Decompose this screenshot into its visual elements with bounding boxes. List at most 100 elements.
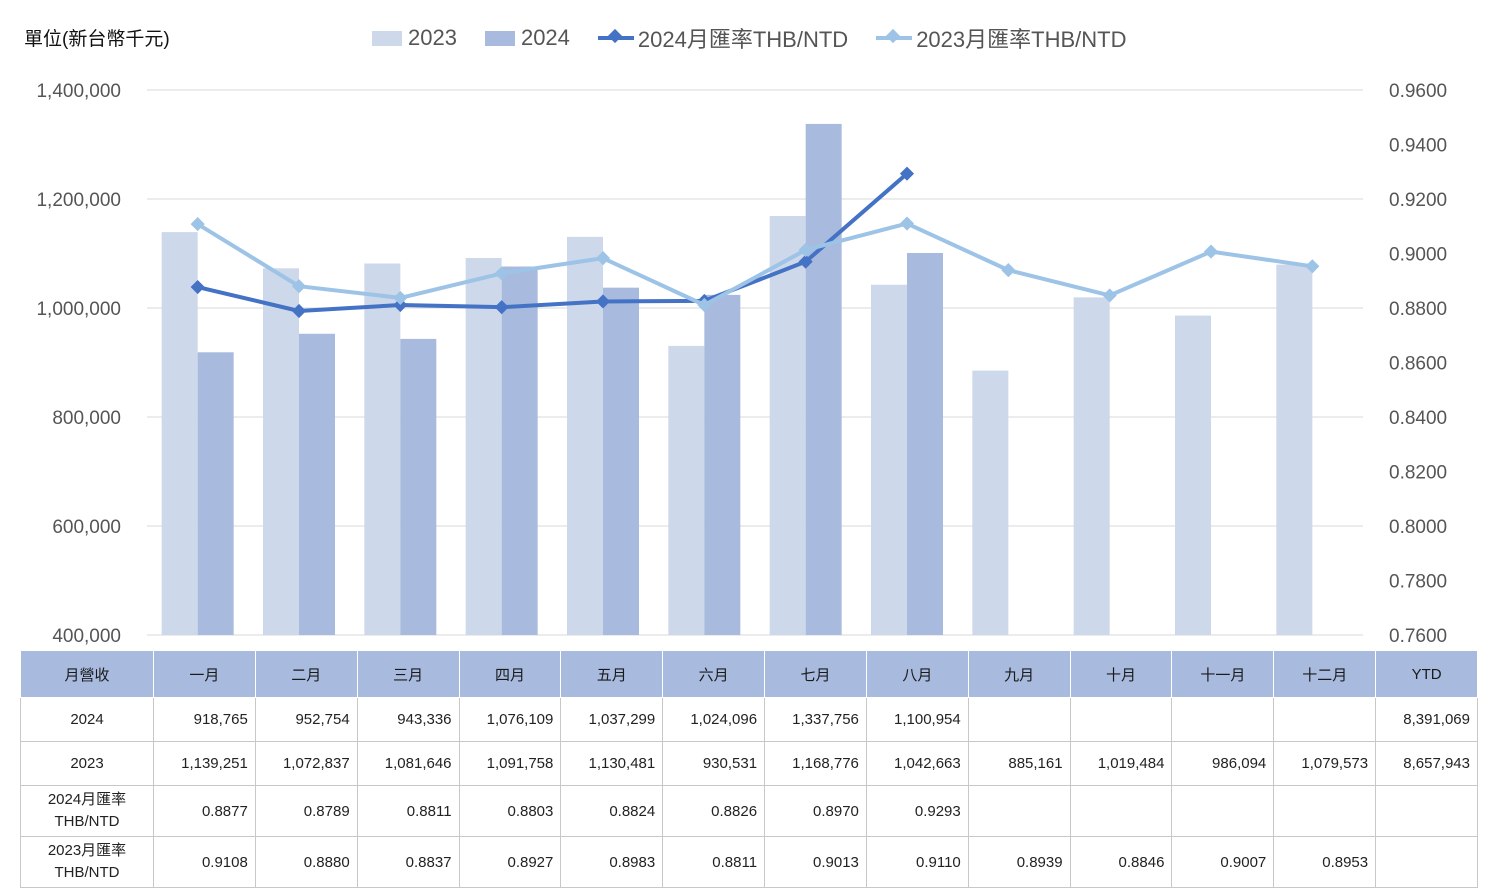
table-column-header: 二月 bbox=[254, 650, 358, 698]
table-cell bbox=[1069, 785, 1173, 837]
table-cell bbox=[1375, 836, 1478, 888]
left-tick-label: 1,400,000 bbox=[36, 81, 121, 102]
line-series-2024 bbox=[197, 172, 909, 313]
table-cell: 943,336 bbox=[356, 697, 460, 742]
chart-legend: 2023 2024 2024月匯率THB/NTD 2023月匯率THB/NTD bbox=[372, 22, 1154, 54]
bar-2023 bbox=[364, 263, 401, 635]
table-row-label: 2024月匯率 THB/NTD bbox=[20, 785, 154, 837]
table-column-header: 九月 bbox=[967, 650, 1071, 698]
table-column-header: 四月 bbox=[458, 650, 562, 698]
table-row: 2024 918,765 952,754 943,336 1,076,109 1,037,… bbox=[20, 697, 1478, 742]
unit-label: 單位(新台幣千元) bbox=[24, 29, 170, 50]
bar-2023 bbox=[668, 345, 705, 635]
table-cell: 1,072,837 bbox=[254, 741, 358, 786]
table-cell: 0.9110 bbox=[865, 836, 969, 888]
table-cell: 1,081,646 bbox=[356, 741, 460, 786]
line-point-2023 bbox=[190, 216, 205, 232]
line-series-2023 bbox=[196, 221, 1313, 308]
right-tick-label: 0.9000 bbox=[1389, 245, 1447, 266]
right-tick-label: 0.8800 bbox=[1389, 299, 1447, 320]
table-cell: 0.8811 bbox=[662, 836, 766, 888]
table-cell: 0.8789 bbox=[254, 785, 358, 837]
right-tick-label: 0.9600 bbox=[1389, 81, 1447, 102]
legend-label-2023: 2023 bbox=[408, 25, 457, 50]
table-row-label: 2023月匯率 THB/NTD bbox=[20, 836, 154, 888]
table-cell bbox=[967, 697, 1071, 742]
left-tick-label: 400,000 bbox=[52, 626, 121, 647]
table-cell: 8,391,069 bbox=[1375, 697, 1478, 742]
line-point-2024 bbox=[190, 279, 205, 295]
right-tick-label: 0.7800 bbox=[1389, 572, 1447, 593]
table-cell: 952,754 bbox=[254, 697, 358, 742]
table-cell: 1,024,096 bbox=[662, 697, 766, 742]
table-cell: 0.8880 bbox=[254, 836, 358, 888]
table-cell: 1,042,663 bbox=[865, 741, 969, 786]
line-point-2024 bbox=[899, 166, 915, 181]
right-tick-label: 0.8200 bbox=[1389, 463, 1447, 484]
table-row: 2023月匯率 THB/NTD 0.9108 0.8880 0.8837 0.8927 0.… bbox=[20, 836, 1478, 888]
table-cell: 0.9108 bbox=[153, 836, 256, 888]
bar-2024 bbox=[299, 333, 335, 635]
table-cell: 0.8970 bbox=[764, 785, 867, 837]
line-point-2024 bbox=[798, 254, 813, 269]
legend-item-rate-2024: 2024月匯率THB/NTD bbox=[597, 22, 848, 54]
line-point-2023 bbox=[291, 279, 307, 294]
table-cell: 0.8846 bbox=[1069, 836, 1173, 888]
legend-item-2023: 2023 bbox=[372, 25, 457, 51]
line-point-2023 bbox=[494, 266, 509, 281]
table-row: 2023 1,139,251 1,072,837 1,081,646 1,091,758… bbox=[20, 741, 1478, 786]
table-corner-header: 月營收 bbox=[20, 650, 154, 698]
table-cell: 0.8803 bbox=[458, 785, 562, 837]
table-cell: 0.9007 bbox=[1171, 836, 1275, 888]
table-cell: 1,168,776 bbox=[764, 741, 867, 786]
table-column-header: 五月 bbox=[560, 650, 664, 698]
legend-label-2024: 2024 bbox=[520, 25, 570, 50]
table-cell: 0.8811 bbox=[356, 785, 460, 837]
bar-2024 bbox=[501, 266, 538, 635]
bar-2023 bbox=[263, 268, 299, 635]
left-tick-label: 800,000 bbox=[52, 408, 121, 429]
table-column-header: 十一月 bbox=[1171, 650, 1275, 698]
bar-2023 bbox=[1175, 315, 1211, 635]
table-header-row: 月營收 一月 二月 三月 四月 五月 六月 七月 八月 九月 十月 十一月 十二月 YTD bbox=[20, 650, 1478, 698]
bar-2023 bbox=[161, 232, 198, 635]
table-column-header: YTD bbox=[1375, 650, 1478, 698]
table-cell: 0.8953 bbox=[1273, 836, 1377, 888]
line-point-2023 bbox=[1203, 244, 1219, 259]
table-column-header: 八月 bbox=[865, 650, 969, 698]
line-point-2024 bbox=[393, 297, 408, 313]
table-cell bbox=[1273, 785, 1377, 837]
line-point-2024 bbox=[595, 294, 611, 309]
table-row-label: 2024 bbox=[20, 697, 154, 742]
table-cell: 0.8939 bbox=[967, 836, 1071, 888]
table-cell: 0.8826 bbox=[662, 785, 766, 837]
table-column-header: 十月 bbox=[1069, 650, 1173, 698]
table-column-header: 七月 bbox=[764, 650, 867, 698]
right-tick-label: 0.8000 bbox=[1389, 517, 1447, 538]
table-cell: 1,079,573 bbox=[1273, 741, 1377, 786]
bar-2024 bbox=[704, 294, 741, 635]
line-point-2023 bbox=[798, 242, 813, 258]
bar-2023 bbox=[567, 236, 603, 635]
table-cell: 986,094 bbox=[1171, 741, 1275, 786]
table-cell bbox=[1171, 785, 1275, 837]
bar-2024 bbox=[197, 352, 234, 635]
right-tick-label: 0.9400 bbox=[1389, 136, 1447, 157]
bar-2023 bbox=[1073, 297, 1110, 635]
line-point-2023 bbox=[595, 251, 611, 266]
bar-2023 bbox=[1276, 264, 1313, 635]
table-cell: 0.8877 bbox=[153, 785, 256, 837]
bar-2023 bbox=[465, 257, 502, 635]
table-column-header: 六月 bbox=[662, 650, 766, 698]
table-cell bbox=[1069, 697, 1173, 742]
table-cell bbox=[967, 785, 1071, 837]
table-cell: 918,765 bbox=[153, 697, 256, 742]
left-tick-label: 1,000,000 bbox=[36, 299, 121, 320]
line-point-2023 bbox=[899, 216, 915, 231]
line-point-2024 bbox=[291, 303, 307, 319]
table-cell: 1,139,251 bbox=[153, 741, 256, 786]
bar-2024 bbox=[907, 252, 943, 635]
table-cell bbox=[1375, 785, 1478, 837]
table-cell: 1,076,109 bbox=[458, 697, 562, 742]
table-cell: 8,657,943 bbox=[1375, 741, 1478, 786]
